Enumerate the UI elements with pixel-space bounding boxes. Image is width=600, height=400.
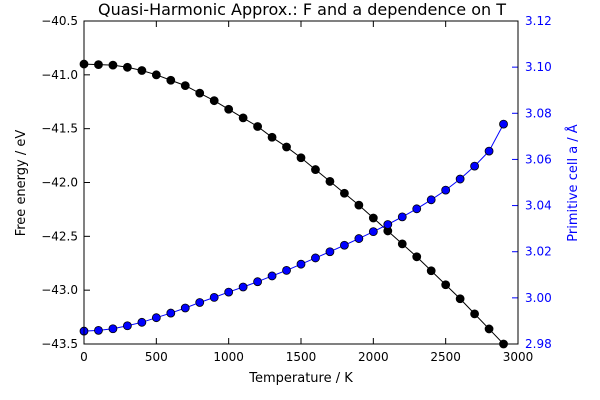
free-energy-series-point [412,252,422,262]
free-energy-series-point [166,75,176,85]
free-energy-series-point [253,122,263,131]
lattice-series-point [238,282,248,292]
lattice-series-point [325,247,335,257]
free-energy-series-point [180,81,190,90]
lattice-series-point [282,266,291,275]
y-axis-title-right: Primitive cell a / Å [565,124,581,241]
lattice-series-point [137,317,147,327]
free-energy-series [79,59,508,349]
lattice-series-point [426,195,436,205]
lattice-series-point [209,292,219,302]
y-left-tick-label: −41.5 [41,122,78,136]
x-tick-label: 1000 [213,350,244,364]
lattice-series-point [441,185,451,195]
lattice-series-point [195,298,205,307]
free-energy-series-point [441,280,451,290]
lattice-series-point [296,259,306,269]
y-left-tick-label: −43.5 [41,337,78,351]
y-left-tick-label: −42.5 [41,229,78,243]
lattice-series-point [339,240,349,250]
free-energy-series-point [325,177,335,186]
lattice-series-point [94,325,103,335]
lattice-series-point [412,204,422,214]
free-energy-series-point [484,324,494,334]
y-left-tick-label: −43.0 [41,283,78,297]
free-energy-series-point [368,213,378,223]
y-left-tick-label: −40.5 [41,14,78,28]
lattice-series-point [180,303,190,313]
y-axis-title-left: Free energy / eV [14,130,29,237]
y-left-tick-label: −42.0 [41,176,78,190]
lattice-series-point [166,308,176,318]
lattice-series-point [224,287,234,297]
lattice-series-point [123,321,132,331]
x-tick-label: 3000 [503,350,534,364]
lattice-series-point [253,277,263,287]
free-energy-series-point [296,153,306,163]
free-energy-series-point [123,62,132,72]
y-right-tick-label: 3.00 [525,291,552,305]
x-tick-label: 500 [145,350,168,364]
free-energy-series-point [209,96,219,106]
lattice-series-point [368,227,378,237]
lattice-series-point [267,271,277,281]
free-energy-series-point [94,60,103,70]
plot-frame [83,20,519,345]
lattice-series-point [108,324,118,334]
lattice-series-point [470,161,480,171]
y-left-tick-label: −41.0 [41,68,78,82]
free-energy-series-point [267,132,277,142]
free-energy-series-point [151,70,161,80]
free-energy-series-point [238,113,248,123]
lattice-series-point [383,220,393,229]
free-energy-series-point [397,239,407,249]
free-energy-series-point [426,266,436,276]
free-energy-series-point [137,66,147,75]
x-tick-label: 2500 [430,350,461,364]
free-energy-series-point [354,200,364,210]
y-right-tick-label: 3.04 [525,199,552,213]
lattice-series-point [455,174,465,184]
lattice-series-point [397,212,407,222]
chart-title: Quasi-Harmonic Approx.: F and a dependen… [98,0,506,19]
lattice-series [79,119,508,336]
series-layer [79,59,508,349]
lattice-series-point [354,234,364,243]
free-energy-series-point [470,309,480,319]
y-right-tick-label: 2.98 [525,337,552,351]
y-right-tick-label: 3.12 [525,14,552,28]
x-tick-label: 0 [80,350,88,364]
lattice-series-point [484,146,494,156]
y-right-tick-label: 3.08 [525,106,552,120]
free-energy-series-point [455,294,465,304]
free-energy-series-point [108,60,118,70]
free-energy-series-point [195,88,205,98]
lattice-series-point [151,313,161,323]
y-right-tick-label: 3.10 [525,60,552,74]
lattice-series-point [311,253,320,263]
free-energy-series-point [339,188,349,198]
free-energy-series-point [282,142,291,152]
y-right-tick-label: 3.02 [525,245,552,259]
ticks-layer: 0 500 1000 1500 2000 2500 3000 −43.5 −43.0 −42.5 −… [41,14,552,364]
x-tick-label: 1500 [286,350,317,364]
lattice-series-point [499,119,508,129]
free-energy-series-point [224,104,234,114]
x-axis-title: Temperature / K [248,371,353,386]
y-right-tick-label: 3.06 [525,152,552,166]
free-energy-series-point [311,165,320,174]
x-tick-label: 2000 [358,350,389,364]
